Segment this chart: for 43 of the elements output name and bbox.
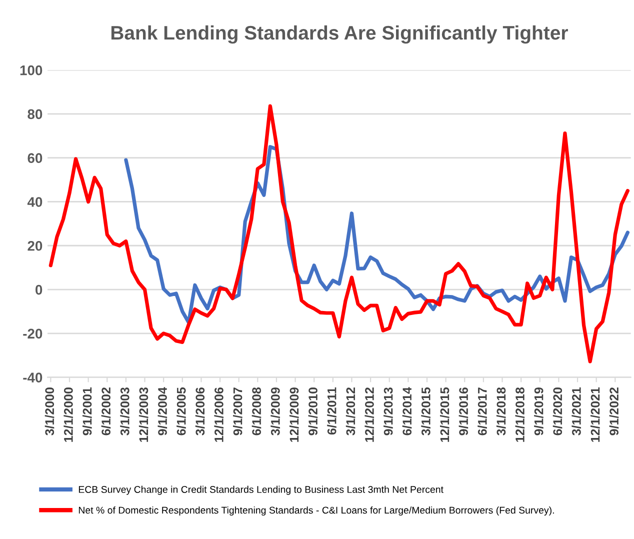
x-tick-label: 6/1/2005 [176,387,186,436]
x-tick-label: 3/1/2000 [44,388,54,436]
x-tick-label: 3/1/2003 [120,387,130,436]
x-tick-label: 12/1/2018 [515,387,525,442]
x-tick-label: 12/1/2021 [590,387,600,442]
x-tick-label: 3/1/2009 [270,387,280,436]
x-tick-label: 3/1/2018 [496,387,506,436]
x-tick-label: 6/1/2011 [327,387,336,435]
x-tick-label: 9/1/2004 [158,387,168,436]
x-tick-label: 12/1/2003 [138,387,148,442]
y-tick-label: 40 [27,197,42,207]
y-tick-label: -40 [23,372,42,382]
x-tick-label: 9/1/2019 [534,387,544,436]
legend-label: ECB Survey Change in Credit Standards Lending to Business Last 3mth Net Percent [78,486,444,495]
x-tick-label: 9/1/2007 [233,388,242,436]
x-tick-label: 12/1/2012 [364,388,374,442]
x-tick-label: 3/1/2021 [572,387,581,436]
y-tick-label: -20 [23,328,42,339]
x-tick-label: 3/1/2015 [421,387,430,436]
y-tick-label: 60 [28,153,42,164]
x-tick-label: 6/1/2014 [402,387,412,436]
y-tick-label: 0 [36,284,42,295]
x-tick-label: 6/1/2008 [252,387,262,436]
line-series [48,104,630,364]
x-tick-label: 9/1/2022 [609,388,619,436]
y-tick-label: 20 [28,240,42,251]
x-tick-label: 9/1/2013 [384,387,393,436]
x-tick-label: 9/1/2016 [458,387,468,436]
x-tick-label: 6/1/2017 [478,388,487,436]
y-tick-label: 100 [20,65,42,76]
x-tick-label: 3/1/2012 [346,388,356,436]
chart-title: Bank Lending Standards Are Significantly Tighter [111,25,568,44]
x-tick-label: 12/1/2006 [214,387,224,442]
y-tick-label: 80 [28,109,42,120]
x-tick-label: 12/1/2015 [440,387,450,442]
x-tick-label: 3/1/2006 [195,387,205,436]
x-tick-label: 12/1/2009 [289,387,299,442]
x-tick-label: 6/1/2002 [101,388,111,436]
x-tick-label: 9/1/2010 [308,388,318,436]
x-tick-label: 12/1/2000 [64,388,73,442]
legend-label: Net % of Domestic Respondents Tightening Standards - C&I Loans for Large/Medium Borrowers (Fed Survey). [78,506,554,516]
x-tick-label: 9/1/2001 [82,387,92,436]
x-tick-label: 6/1/2020 [552,388,562,436]
